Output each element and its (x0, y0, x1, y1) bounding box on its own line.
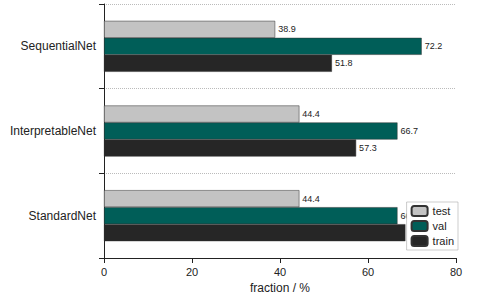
svg-text:20: 20 (186, 266, 198, 278)
svg-text:51.8: 51.8 (335, 58, 353, 68)
svg-text:44.4: 44.4 (302, 109, 320, 119)
svg-text:40: 40 (274, 266, 286, 278)
svg-text:StandardNet: StandardNet (29, 209, 97, 223)
svg-text:66.7: 66.7 (400, 126, 418, 136)
svg-text:44.4: 44.4 (302, 194, 320, 204)
svg-text:SequentialNet: SequentialNet (21, 39, 97, 53)
svg-text:60: 60 (362, 266, 374, 278)
svg-text:57.3: 57.3 (359, 143, 377, 153)
svg-text:38.9: 38.9 (278, 24, 296, 34)
svg-text:fraction / %: fraction / % (250, 281, 310, 295)
svg-text:val: val (433, 220, 447, 232)
svg-text:72.2: 72.2 (425, 41, 443, 51)
svg-text:0: 0 (101, 266, 107, 278)
svg-text:test: test (433, 205, 451, 217)
svg-text:train: train (433, 235, 454, 247)
svg-text:80: 80 (450, 266, 462, 278)
svg-text:InterpretableNet: InterpretableNet (10, 124, 97, 138)
